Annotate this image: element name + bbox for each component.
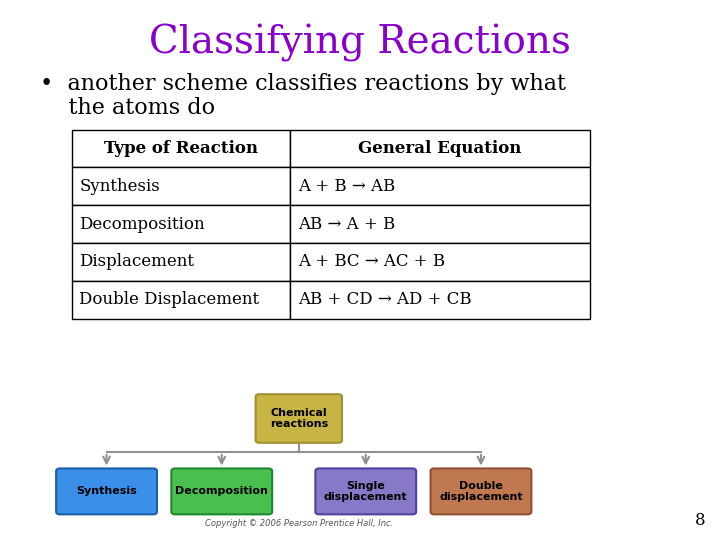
Text: General Equation: General Equation: [359, 140, 522, 157]
Bar: [289, 130, 590, 167]
Text: the atoms do: the atoms do: [40, 97, 215, 119]
Bar: [289, 243, 590, 281]
Text: 8: 8: [695, 512, 706, 529]
Text: A + BC → AC + B: A + BC → AC + B: [298, 253, 446, 271]
Text: Classifying Reactions: Classifying Reactions: [149, 24, 571, 62]
Text: A + B → AB: A + B → AB: [298, 178, 395, 195]
FancyBboxPatch shape: [315, 468, 416, 514]
Bar: [72, 205, 289, 243]
Text: Copyright © 2006 Pearson Prentice Hall, Inc.: Copyright © 2006 Pearson Prentice Hall, …: [204, 519, 393, 528]
FancyBboxPatch shape: [431, 468, 531, 514]
FancyBboxPatch shape: [56, 468, 157, 514]
Text: Type of Reaction: Type of Reaction: [104, 140, 258, 157]
Bar: [72, 130, 289, 167]
Bar: [289, 167, 590, 205]
Bar: [72, 167, 289, 205]
Text: Chemical
reactions: Chemical reactions: [270, 408, 328, 429]
Text: Decomposition: Decomposition: [79, 215, 204, 233]
Text: Synthesis: Synthesis: [79, 178, 160, 195]
Bar: [289, 281, 590, 319]
FancyBboxPatch shape: [256, 394, 342, 443]
Bar: [72, 243, 289, 281]
Text: Decomposition: Decomposition: [176, 487, 268, 496]
Bar: [72, 281, 289, 319]
Bar: [289, 205, 590, 243]
Text: Double Displacement: Double Displacement: [79, 291, 259, 308]
FancyBboxPatch shape: [171, 468, 272, 514]
Text: •  another scheme classifies reactions by what: • another scheme classifies reactions by…: [40, 73, 566, 95]
Text: AB → A + B: AB → A + B: [298, 215, 395, 233]
Text: AB + CD → AD + CB: AB + CD → AD + CB: [298, 291, 472, 308]
Text: Single
displacement: Single displacement: [324, 481, 408, 502]
Text: Double
displacement: Double displacement: [439, 481, 523, 502]
Text: Synthesis: Synthesis: [76, 487, 137, 496]
Text: Displacement: Displacement: [79, 253, 194, 271]
